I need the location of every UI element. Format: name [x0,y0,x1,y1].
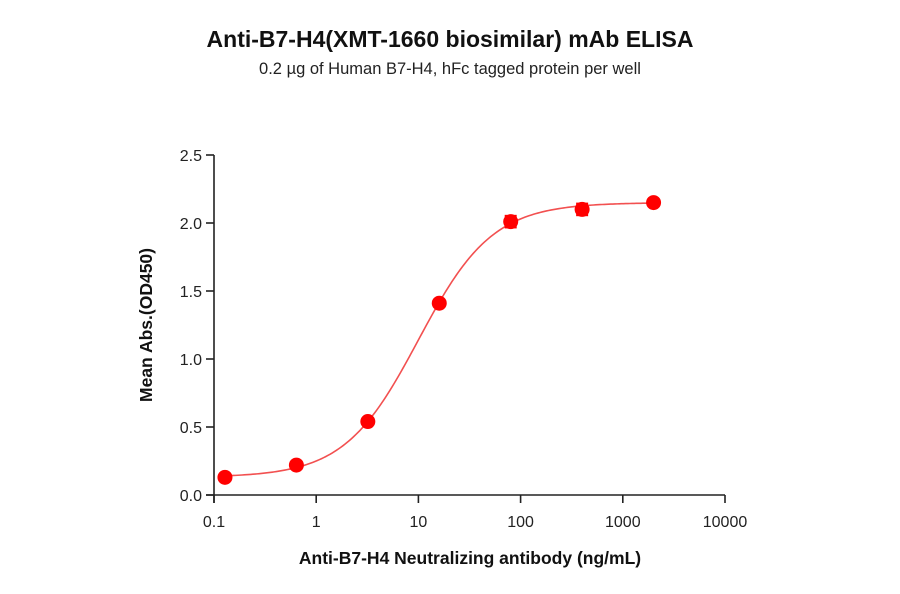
x-tick-label: 100 [507,514,534,531]
x-tick-label: 10 [410,514,428,531]
axes: 0.0 0.5 1.0 1.5 2.0 2.5 0.1 1 10 100 1000 10000 [180,148,748,531]
chart-subtitle: 0.2 µg of Human B7-H4, hFc tagged protei… [259,60,641,78]
y-tick-label: 0.5 [180,420,202,437]
y-tick-label: 1.5 [180,284,202,301]
chart-title: Anti-B7-H4(XMT-1660 biosimilar) mAb ELIS… [206,26,694,52]
data-point [574,201,590,217]
y-tick-label: 0.0 [180,488,202,505]
x-tick-label: 10000 [703,514,748,531]
data-point [360,414,376,430]
data-point [646,195,662,211]
data-point [431,295,447,311]
fit-curve-path [224,202,654,477]
x-tick-label: 1 [312,514,321,531]
fit-curve [224,202,654,477]
y-tick-label: 1.0 [180,352,202,369]
x-axis-title: Anti-B7-H4 Neutralizing antibody (ng/mL) [299,548,641,568]
y-tick-label: 2.5 [180,148,202,165]
y-tick-label: 2.0 [180,216,202,233]
data-points [217,195,662,485]
x-tick-label: 0.1 [203,514,225,531]
y-axis-title: Mean Abs.(OD450) [136,248,156,402]
x-tick-label: 1000 [605,514,641,531]
data-point [217,469,233,485]
data-point [288,457,304,473]
data-point [503,214,519,230]
